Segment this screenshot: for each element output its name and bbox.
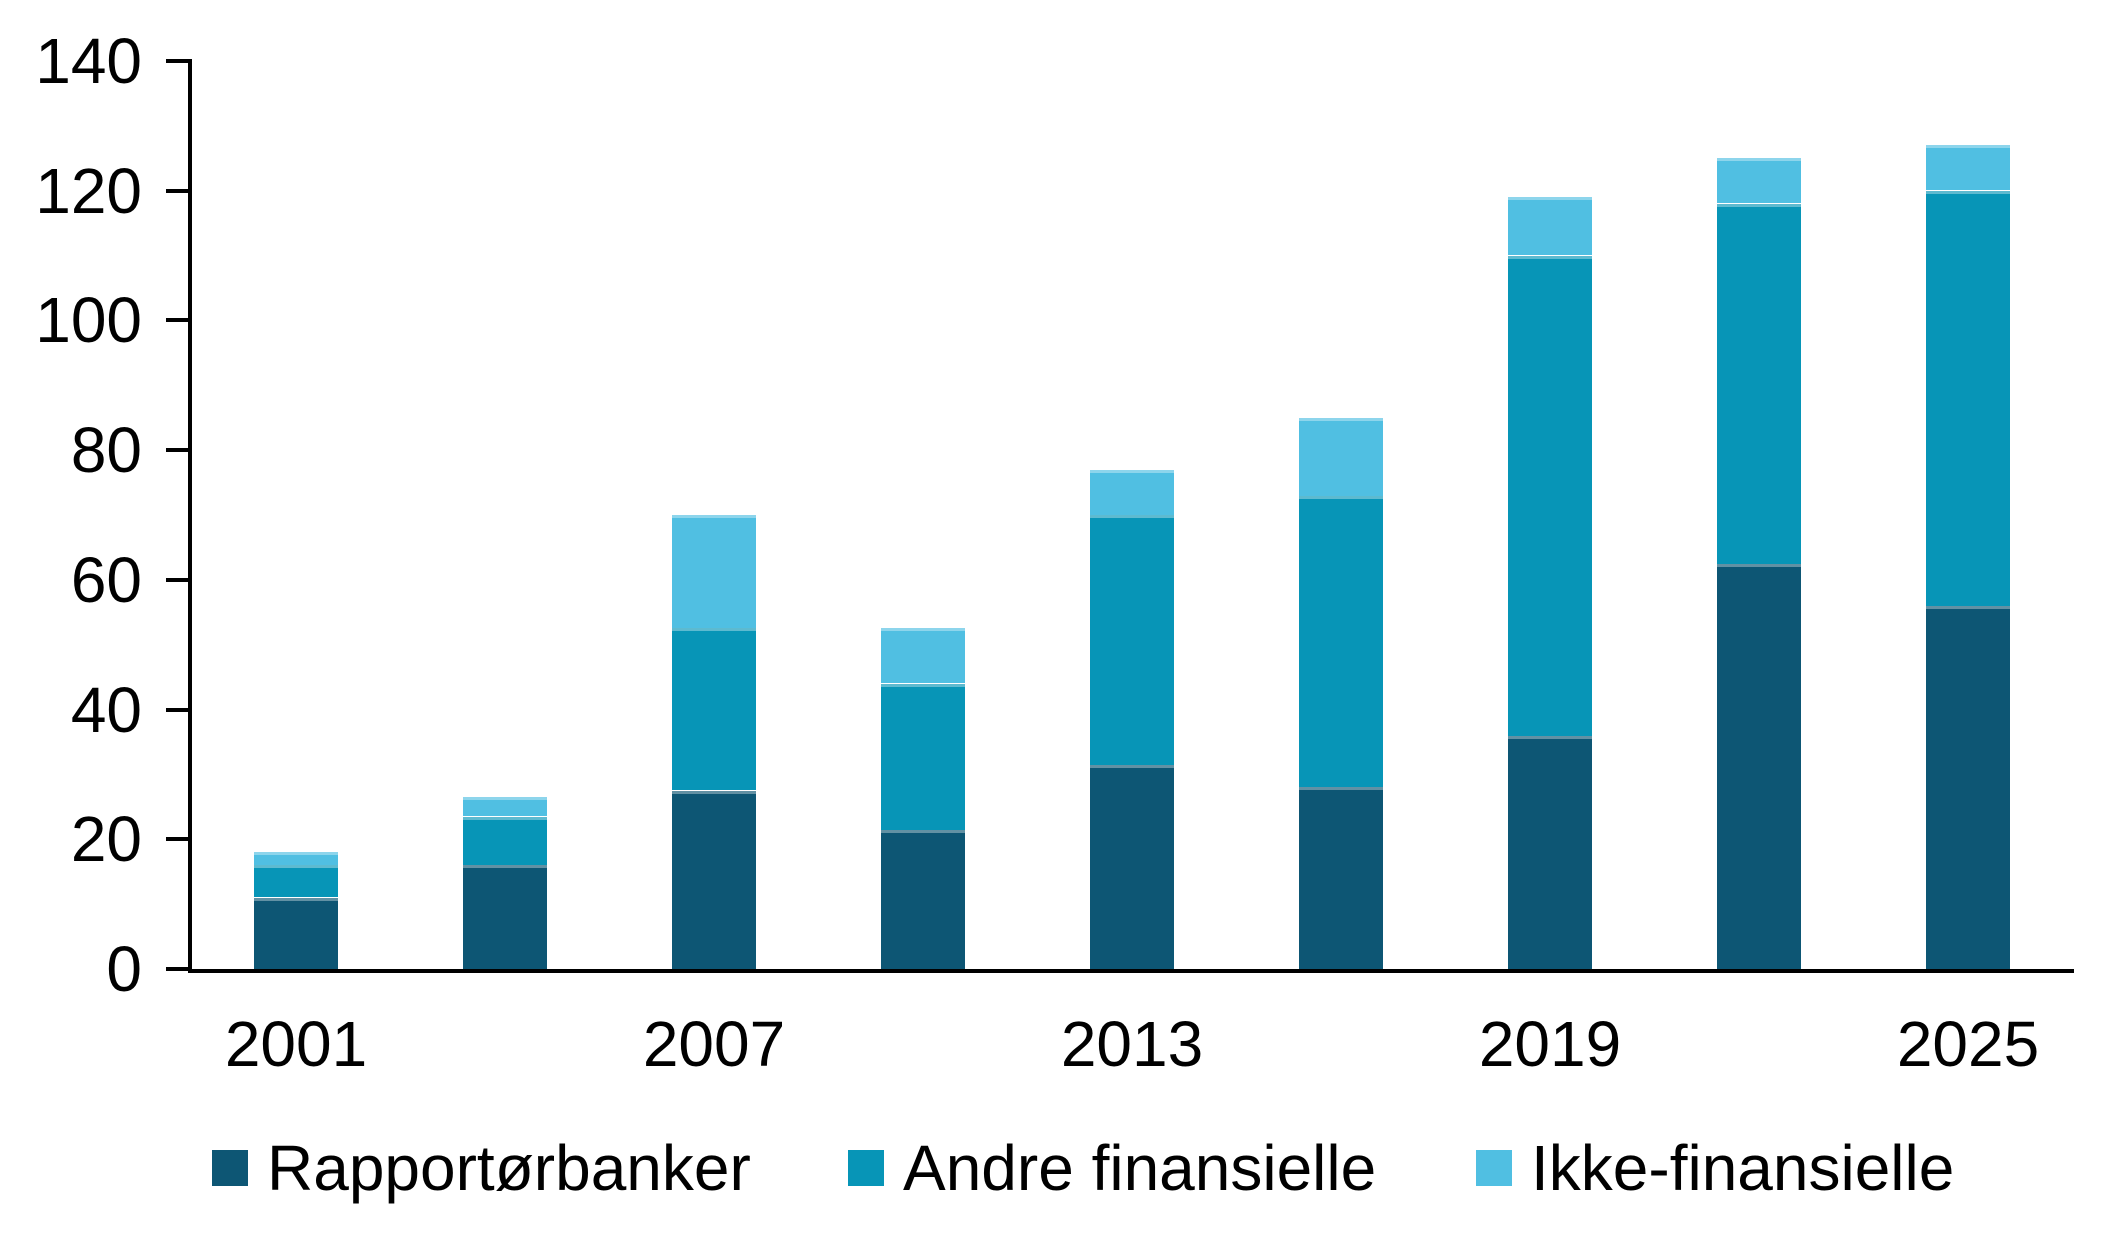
y-tick-mark: [166, 59, 188, 63]
bar-segment-ikke-finansielle: [254, 852, 338, 865]
y-tick-label: 40: [70, 673, 142, 746]
y-tick-label: 120: [35, 154, 142, 227]
stacked-bar-2001: [254, 852, 338, 969]
legend-label: Andre finansielle: [903, 1132, 1377, 1204]
y-tick-mark: [166, 577, 188, 582]
x-tick-label: 2007: [642, 1008, 786, 1080]
bar-segment-andre-finansielle: [881, 684, 965, 830]
stacked-bar-2007: [672, 515, 756, 969]
bar-segment-andre-finansielle: [1717, 204, 1801, 564]
stacked-bar-2019: [1508, 197, 1592, 969]
bar-segment-ikke-finansielle: [881, 628, 965, 683]
bar-segment-rapport-rbanker: [1926, 606, 2010, 969]
legend-swatch: [212, 1150, 248, 1186]
bar-segment-andre-finansielle: [463, 817, 547, 866]
stacked-bar-2025: [1926, 145, 2010, 969]
bar-segment-andre-finansielle: [1299, 496, 1383, 788]
x-axis-line: [188, 969, 2074, 973]
x-tick-label: 2001: [224, 1008, 368, 1080]
y-tick-label: 20: [70, 803, 142, 876]
legend-item-andre-finansielle: Andre finansielle: [848, 1128, 1376, 1208]
bar-segment-rapport-rbanker: [1299, 787, 1383, 969]
legend-swatch: [848, 1150, 884, 1186]
legend-label: Ikke-finansielle: [1531, 1132, 1955, 1204]
stacked-bar-2013: [1090, 470, 1174, 969]
bar-segment-andre-finansielle: [1926, 191, 2010, 606]
legend-label: Rapportørbanker: [267, 1132, 751, 1204]
y-tick-label: 0: [106, 933, 142, 1005]
bar-segment-rapport-rbanker: [881, 830, 965, 969]
y-tick-label: 140: [35, 25, 142, 97]
y-axis-line: [188, 59, 192, 971]
x-tick-label: 2019: [1478, 1008, 1622, 1080]
y-tick-mark: [166, 707, 188, 712]
y-tick-mark: [166, 967, 188, 971]
bar-segment-rapport-rbanker: [1090, 765, 1174, 969]
bar-segment-rapport-rbanker: [1508, 736, 1592, 969]
bar-segment-rapport-rbanker: [1717, 564, 1801, 969]
y-tick-mark: [166, 188, 188, 193]
legend-item-ikke-finansielle: Ikke-finansielle: [1476, 1128, 1954, 1208]
y-tick-label: 80: [70, 414, 142, 487]
bar-segment-andre-finansielle: [254, 865, 338, 897]
y-tick-label: 100: [35, 284, 142, 357]
bar-segment-andre-finansielle: [1508, 256, 1592, 736]
bar-segment-ikke-finansielle: [463, 797, 547, 816]
stacked-bar-2022: [1717, 158, 1801, 969]
bar-segment-rapport-rbanker: [463, 865, 547, 969]
legend-item-rapport-rbanker: Rapportørbanker: [212, 1128, 751, 1208]
bar-segment-ikke-finansielle: [1299, 418, 1383, 496]
bar-segment-rapport-rbanker: [254, 898, 338, 969]
y-tick-mark: [166, 448, 188, 453]
stacked-bar-2016: [1299, 418, 1383, 969]
stacked-bar-2004: [463, 797, 547, 969]
legend-swatch: [1476, 1150, 1512, 1186]
y-tick-mark: [166, 837, 188, 842]
stacked-bar-2010: [881, 628, 965, 969]
bar-segment-ikke-finansielle: [1508, 197, 1592, 255]
bar-segment-rapport-rbanker: [672, 791, 756, 969]
bar-segment-ikke-finansielle: [1090, 470, 1174, 515]
y-tick-mark: [166, 318, 188, 323]
bar-segment-andre-finansielle: [1090, 515, 1174, 765]
bar-segment-ikke-finansielle: [1717, 158, 1801, 203]
x-tick-label: 2025: [1896, 1008, 2040, 1080]
bar-segment-ikke-finansielle: [1926, 145, 2010, 190]
bar-segment-ikke-finansielle: [672, 515, 756, 629]
x-tick-label: 2013: [1060, 1008, 1204, 1080]
bar-segment-andre-finansielle: [672, 628, 756, 790]
y-tick-label: 60: [70, 543, 142, 616]
